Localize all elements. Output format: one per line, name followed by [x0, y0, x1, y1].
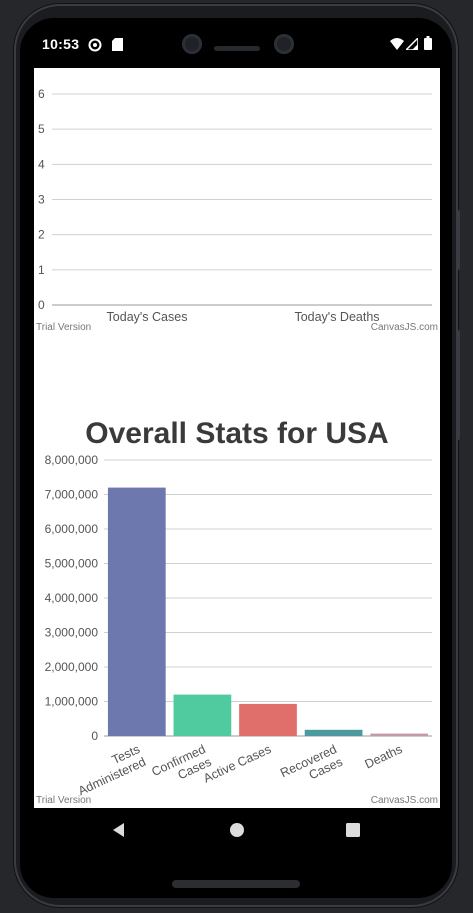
y-tick-label: 0 — [91, 729, 98, 743]
bar — [107, 487, 166, 736]
x-category-label-line: Deaths — [363, 742, 405, 771]
front-camera-left — [182, 34, 202, 54]
x-category-label: RecoveredCases — [278, 742, 345, 793]
app-screen: 0 1 2 3 4 5 6 Today's Cases Today's Deaths Tria… — [34, 68, 440, 808]
bar — [173, 694, 232, 736]
front-camera-right — [274, 34, 294, 54]
bottom-speaker — [172, 880, 300, 888]
sd-card-icon — [112, 38, 123, 51]
recents-icon[interactable] — [346, 823, 360, 837]
y-tick-label: 2 — [38, 228, 45, 242]
chart-title: Overall Stats for USA — [85, 417, 388, 450]
navigation-bar — [34, 808, 440, 852]
today-stats-chart: 0 1 2 3 4 5 6 Today's Cases Today's Deaths Tria… — [36, 87, 438, 333]
canvasjs-credit-link[interactable]: CanvasJS.com — [371, 322, 438, 333]
bar — [370, 733, 429, 736]
status-time: 10:53 — [42, 36, 80, 52]
x-category-label: Today's Deaths — [294, 310, 379, 324]
y-tick-label: 5,000,000 — [45, 557, 99, 571]
signal-icon — [406, 38, 418, 50]
y-tick-label: 8,000,000 — [45, 453, 99, 467]
canvasjs-credit-link[interactable]: CanvasJS.com — [371, 795, 438, 806]
back-icon[interactable] — [112, 823, 126, 837]
y-tick-label: 4,000,000 — [45, 591, 99, 605]
y-tick-label: 3 — [38, 193, 45, 207]
y-tick-label: 7,000,000 — [45, 488, 99, 502]
power-button — [456, 330, 460, 440]
dnd-circle-icon — [88, 38, 102, 52]
y-tick-label: 0 — [38, 298, 45, 312]
home-icon[interactable] — [230, 823, 244, 837]
wifi-icon — [390, 38, 404, 50]
battery-icon — [424, 36, 432, 50]
y-tick-label: 6 — [38, 87, 45, 101]
x-category-label: Active Cases — [201, 742, 273, 786]
x-category-label-line: Active Cases — [201, 742, 273, 786]
y-tick-label: 1,000,000 — [45, 695, 99, 709]
overall-stats-chart: Overall Stats for USA 0 1,000,000 2,000,00… — [36, 417, 438, 806]
trial-version-label: Trial Version — [36, 795, 91, 806]
y-tick-label: 4 — [38, 157, 45, 171]
x-category-label: Deaths — [363, 742, 405, 771]
y-tick-label: 5 — [38, 122, 45, 136]
y-tick-label: 1 — [38, 263, 45, 277]
y-tick-label: 6,000,000 — [45, 522, 99, 536]
x-category-label: TestsAdministered — [70, 742, 148, 798]
volume-button — [456, 210, 460, 270]
status-bar: 10:53 — [34, 20, 440, 68]
y-tick-label: 3,000,000 — [45, 626, 99, 640]
x-category-label: ConfirmedCases — [149, 742, 213, 792]
bar — [304, 729, 363, 736]
trial-version-label: Trial Version — [36, 322, 91, 333]
x-category-label: Today's Cases — [107, 310, 188, 324]
y-tick-label: 2,000,000 — [45, 660, 99, 674]
bar — [239, 703, 297, 736]
earpiece-speaker — [214, 46, 260, 51]
